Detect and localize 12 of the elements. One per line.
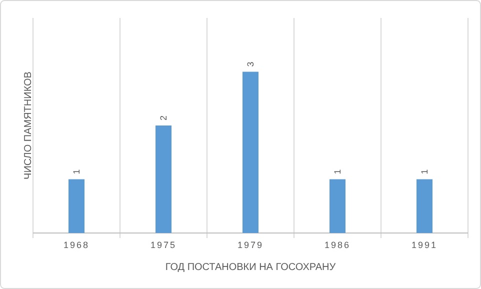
x-axis-title: ГОД ПОСТАНОВКИ НА ГОСОХРАНУ xyxy=(165,262,336,273)
data-label: 3 xyxy=(246,62,256,67)
data-label: 2 xyxy=(158,115,168,120)
x-tick-label: 1979 xyxy=(237,240,264,250)
x-tick-label: 1968 xyxy=(63,240,90,250)
x-tick-label: 1975 xyxy=(150,240,177,250)
x-tick-label: 1986 xyxy=(324,240,351,250)
data-label: 1 xyxy=(332,169,342,174)
y-axis-title: ЧИСЛО ПАМЯТНИКОВ xyxy=(23,71,34,180)
data-label: 1 xyxy=(420,169,430,174)
data-label: 1 xyxy=(72,169,82,174)
x-tick-label: 1991 xyxy=(411,240,438,250)
